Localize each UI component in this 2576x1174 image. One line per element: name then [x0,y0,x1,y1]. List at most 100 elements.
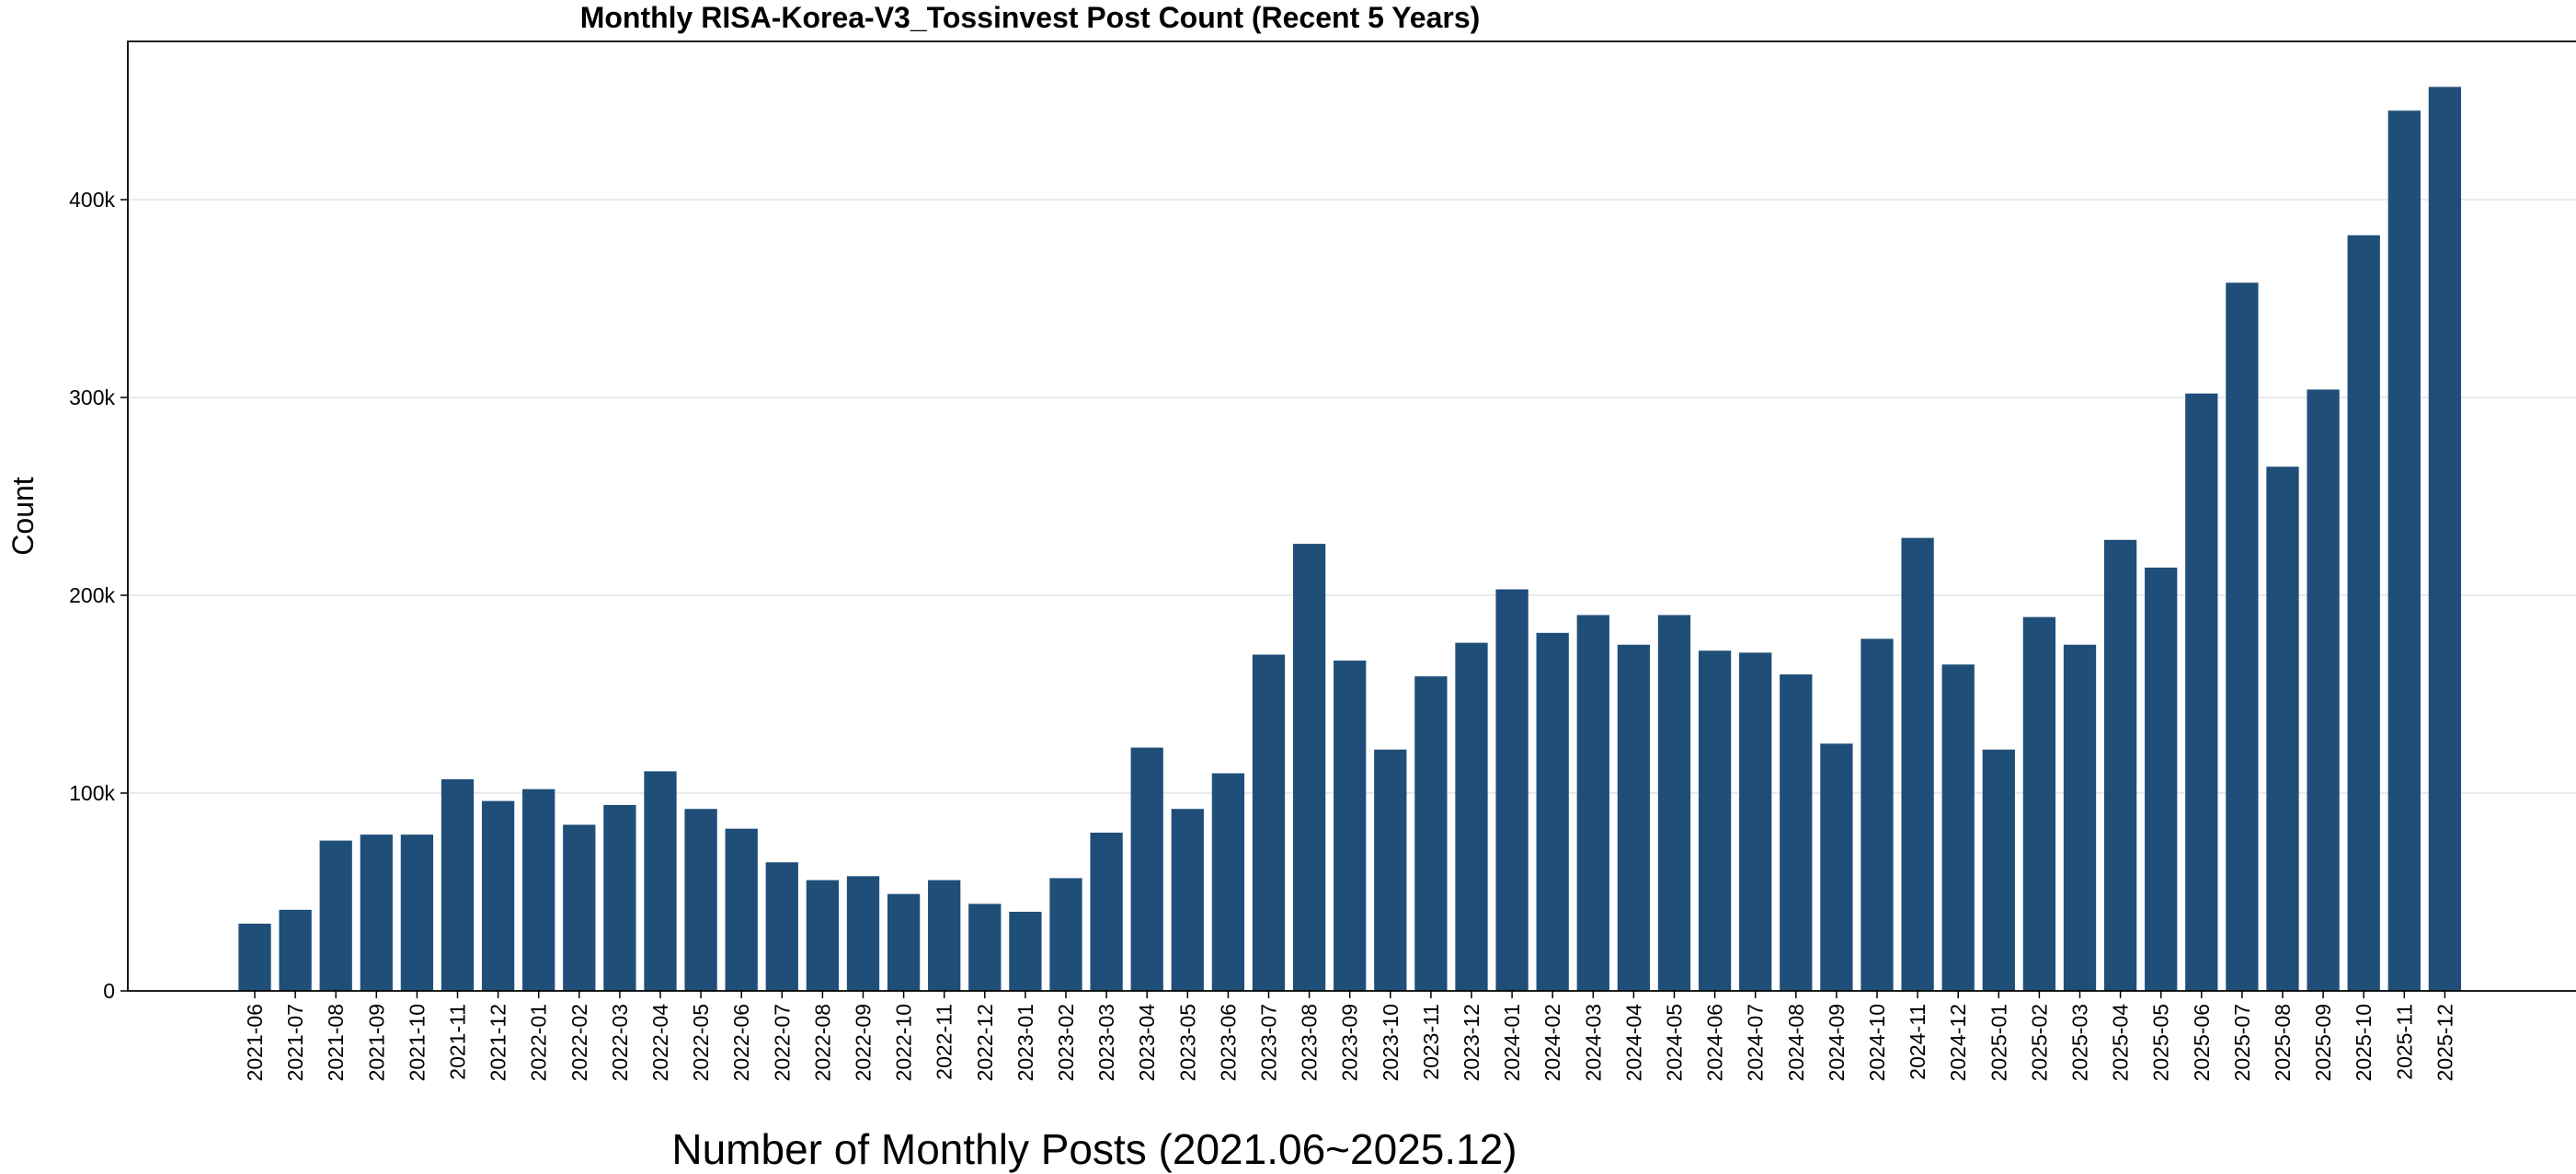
bar [2022,616,2056,991]
bar [522,788,555,991]
bar [1211,773,1245,991]
x-tick-label: 2024-01 [1500,1004,1524,1081]
x-tick-label: 2024-02 [1540,1004,1564,1081]
x-tick-label: 2023-07 [1257,1004,1281,1081]
bar [2185,393,2218,991]
bar [684,809,717,991]
x-tick-label: 2023-02 [1054,1004,1078,1081]
bar [279,909,312,991]
bar [1780,674,1813,991]
bar [765,862,798,991]
bar [846,876,880,991]
x-tick-label: 2025-06 [2190,1004,2214,1081]
bar [319,840,352,991]
x-tick-label: 2022-03 [608,1004,632,1081]
x-tick-label: 2024-10 [1865,1004,1889,1081]
x-tick-label: 2022-01 [527,1004,551,1081]
bar [2387,110,2421,991]
x-tick-label: 2022-11 [933,1004,956,1080]
x-tick-label: 2025-02 [2027,1004,2051,1081]
x-tick-label: 2023-12 [1460,1004,1483,1081]
x-tick-label: 2022-05 [689,1004,713,1081]
bar [1495,589,1528,991]
x-tick-label: 2025-07 [2230,1004,2254,1081]
y-tick-label: 200k [69,583,115,607]
bar [1414,676,1448,991]
bar [360,834,393,991]
bar [2307,389,2340,991]
x-tick-label: 2022-02 [567,1004,591,1081]
x-axis-label: Number of Monthly Posts (2021.06~2025.12… [671,1125,1517,1173]
x-tick-label: 2022-08 [810,1004,834,1081]
bar [1820,743,1853,991]
y-tick-label: 100k [69,781,115,805]
chart-title: Monthly RISA-Korea-V3_Tossinvest Post Co… [580,1,1481,34]
bar [1617,644,1651,991]
x-tick-label: 2023-06 [1216,1004,1240,1081]
x-tick-label: 2023-04 [1135,1004,1159,1082]
bar [1252,654,1286,991]
bar [481,800,515,991]
bar [1292,544,1326,991]
x-tick-label: 2025-08 [2271,1004,2295,1081]
bar [1130,747,1163,991]
y-axis-label: Count [6,477,40,556]
x-tick-label: 2021-06 [243,1004,267,1081]
bar [1090,833,1123,991]
y-tick-label: 400k [69,188,115,212]
bar [563,824,596,991]
bar [1860,639,1894,991]
x-tick-label: 2022-09 [852,1004,876,1081]
x-tick-label: 2022-12 [973,1004,997,1081]
x-tick-label: 2025-12 [2433,1004,2456,1081]
bar [1049,878,1082,991]
x-tick-label: 2025-01 [1986,1004,2010,1081]
x-tick-label: 2021-08 [324,1004,348,1081]
bar [2428,86,2462,991]
x-tick-label: 2023-10 [1379,1004,1402,1081]
x-tick-label: 2022-10 [892,1004,916,1081]
bar [1901,537,1934,991]
bar [1455,642,1488,991]
bar [1657,615,1691,991]
x-tick-label: 2025-10 [2352,1004,2376,1081]
bar [887,893,921,991]
bar [603,804,636,991]
x-tick-label: 2024-05 [1663,1004,1687,1081]
bar [2347,235,2380,991]
x-tick-label: 2023-11 [1419,1004,1443,1080]
x-tick-label: 2025-04 [2109,1004,2133,1082]
bar [725,828,758,991]
bar [441,778,475,991]
bar [400,834,434,991]
x-tick-label: 2021-09 [364,1004,388,1081]
x-tick-label: 2024-07 [1744,1004,1768,1081]
x-tick-label: 2022-06 [729,1004,753,1081]
x-tick-label: 2023-03 [1094,1004,1118,1081]
x-tick-label: 2021-12 [487,1004,510,1081]
bar [1698,650,1732,991]
x-tick-label: 2021-11 [446,1004,470,1080]
bar [1334,660,1367,991]
x-tick-label: 2024-11 [1906,1004,1929,1080]
x-tick-label: 2023-05 [1175,1004,1199,1081]
x-tick-label: 2021-10 [405,1004,429,1081]
x-tick-label: 2024-04 [1621,1004,1645,1082]
bar [2063,644,2097,991]
x-tick-label: 2022-07 [770,1004,794,1081]
bar [1009,912,1042,991]
bar [968,904,1002,991]
bar [1374,749,1407,991]
bar [238,923,271,991]
x-tick-label: 2023-01 [1013,1004,1037,1081]
bar [2266,466,2299,991]
bar [644,771,677,991]
x-tick-label: 2025-03 [2068,1004,2092,1081]
x-tick-label: 2021-07 [283,1004,307,1081]
bar [1536,632,1569,991]
y-tick-label: 0 [103,979,115,1003]
bar [1941,664,1975,991]
bar [1982,749,2015,991]
